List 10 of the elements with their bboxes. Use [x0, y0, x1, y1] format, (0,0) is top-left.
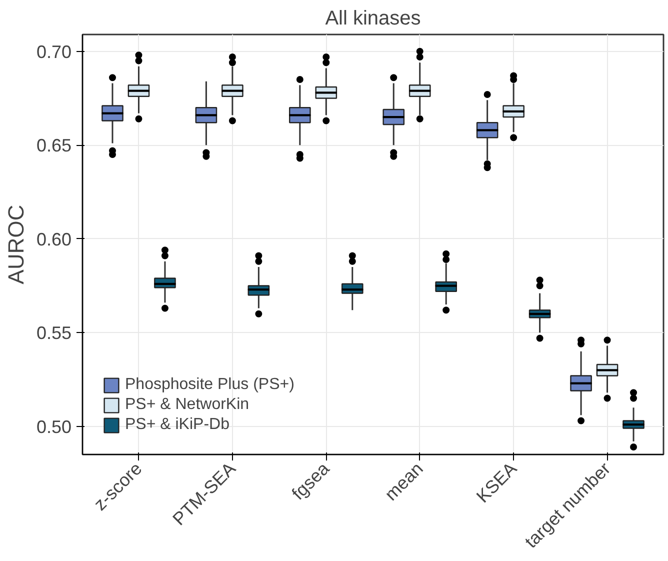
chart-title: All kinases — [325, 8, 421, 30]
y-tick-label: 0.70 — [36, 42, 72, 62]
legend-label: Phosphosite Plus (PS+) — [125, 376, 294, 394]
y-tick-label: 0.50 — [36, 416, 72, 437]
y-tick-label: 0.55 — [36, 323, 72, 344]
y-axis-title: AUROC — [3, 204, 28, 284]
legend-label: PS+ & iKiP-Db — [125, 416, 230, 434]
y-tick-label: 0.60 — [36, 229, 72, 250]
legend-label: PS+ & NetworKin — [125, 396, 250, 414]
y-tick-label: 0.65 — [36, 136, 72, 156]
